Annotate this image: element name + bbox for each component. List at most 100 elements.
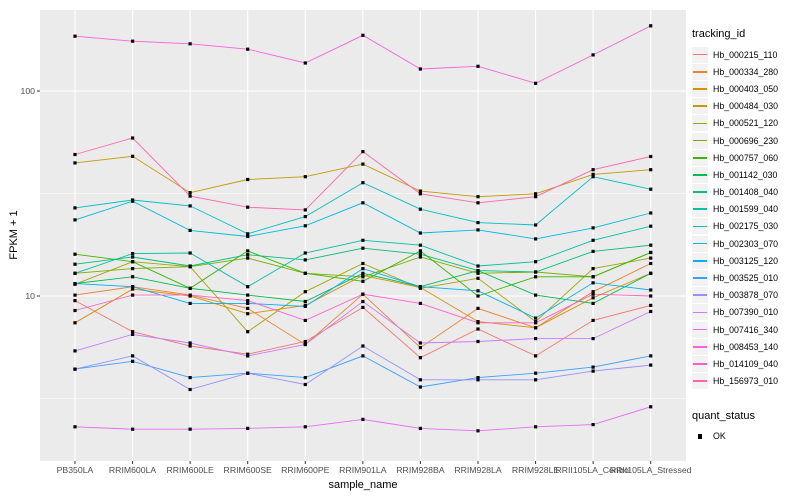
data-point bbox=[361, 33, 365, 37]
data-point bbox=[476, 376, 480, 380]
data-point bbox=[534, 270, 538, 274]
data-point bbox=[131, 354, 135, 358]
data-point bbox=[476, 271, 480, 275]
data-point bbox=[649, 187, 653, 191]
legend: tracking_id Hb_000215_110 Hb_000334_280 Hb… bbox=[692, 28, 798, 445]
legend-key-icon bbox=[692, 235, 708, 252]
data-point bbox=[591, 423, 595, 427]
data-point bbox=[303, 376, 307, 380]
data-point bbox=[418, 67, 422, 71]
data-point bbox=[246, 234, 250, 239]
data-point bbox=[73, 218, 77, 222]
filled-square-icon bbox=[692, 428, 708, 445]
data-point bbox=[303, 208, 307, 212]
legend-quant-status: quant_status OK bbox=[692, 410, 798, 445]
data-point bbox=[188, 387, 192, 392]
data-point bbox=[73, 299, 77, 303]
data-point bbox=[188, 264, 192, 268]
data-point bbox=[476, 64, 480, 68]
legend2-entries: OK bbox=[692, 428, 798, 445]
data-point bbox=[361, 150, 365, 154]
data-point bbox=[73, 161, 77, 165]
data-point bbox=[534, 321, 538, 325]
data-point bbox=[534, 337, 538, 341]
x-tick-label: RRIM928BA bbox=[396, 465, 444, 475]
data-point bbox=[131, 252, 135, 256]
data-point bbox=[418, 189, 422, 193]
data-point bbox=[649, 354, 653, 358]
data-point bbox=[361, 305, 365, 309]
data-point bbox=[591, 281, 595, 285]
data-point bbox=[418, 192, 422, 196]
data-point bbox=[131, 267, 135, 271]
legend-entry-label: Hb_003125_120 bbox=[713, 255, 779, 266]
data-point bbox=[361, 238, 365, 242]
data-point bbox=[246, 177, 250, 182]
x-tick-label: RRIM928LE bbox=[512, 465, 560, 475]
data-point bbox=[534, 223, 538, 227]
data-point bbox=[591, 172, 595, 176]
data-point bbox=[73, 349, 77, 353]
data-point bbox=[188, 341, 192, 345]
data-point bbox=[649, 271, 653, 275]
data-point bbox=[188, 344, 192, 348]
legend-entry-label: Hb_000403_050 bbox=[713, 83, 779, 94]
data-point bbox=[131, 136, 135, 140]
legend-entry-Hb_008453_140: Hb_008453_140 bbox=[692, 338, 798, 355]
data-point bbox=[303, 258, 307, 262]
data-point bbox=[303, 215, 307, 219]
legend-key-icon bbox=[692, 132, 708, 149]
data-point bbox=[131, 275, 135, 279]
data-point bbox=[246, 299, 250, 303]
data-point bbox=[246, 232, 250, 236]
legend-title-quant-status: quant_status bbox=[692, 409, 755, 422]
data-point bbox=[188, 286, 192, 290]
data-point bbox=[649, 256, 653, 260]
data-point bbox=[246, 205, 250, 209]
data-point bbox=[361, 201, 365, 205]
data-point bbox=[361, 299, 365, 304]
data-point bbox=[418, 207, 422, 211]
legend-entry-label: Hb_000757_060 bbox=[713, 152, 779, 163]
data-point bbox=[534, 293, 538, 297]
data-point bbox=[246, 47, 250, 51]
data-point bbox=[476, 264, 480, 268]
data-point bbox=[476, 201, 480, 205]
data-point bbox=[591, 238, 595, 242]
data-point bbox=[73, 271, 77, 275]
data-point bbox=[303, 339, 307, 344]
data-point bbox=[649, 288, 653, 292]
legend-key-icon bbox=[692, 149, 708, 166]
data-point bbox=[73, 206, 77, 210]
data-point bbox=[534, 81, 538, 85]
data-point bbox=[476, 228, 480, 232]
data-point bbox=[591, 337, 595, 341]
data-point bbox=[534, 275, 538, 279]
data-point bbox=[246, 256, 250, 260]
data-point bbox=[73, 367, 77, 371]
data-point bbox=[418, 255, 422, 259]
data-point bbox=[246, 352, 250, 356]
legend-entry-label: Hb_002175_030 bbox=[713, 221, 779, 232]
data-point bbox=[591, 365, 595, 369]
data-point bbox=[476, 306, 480, 310]
legend-entry-Hb_002175_030: Hb_002175_030 bbox=[692, 218, 798, 235]
data-point bbox=[188, 228, 192, 232]
data-point bbox=[303, 425, 307, 429]
x-tick-label: RRIM928LA bbox=[454, 465, 502, 475]
data-point bbox=[246, 301, 250, 305]
legend-entry-Hb_000521_120: Hb_000521_120 bbox=[692, 115, 798, 132]
legend-key-icon bbox=[692, 321, 708, 338]
legend-entry-Hb_003878_070: Hb_003878_070 bbox=[692, 287, 798, 304]
legend-entry-label: Hb_000521_120 bbox=[713, 118, 779, 129]
data-point bbox=[188, 42, 192, 46]
data-point bbox=[649, 243, 653, 247]
data-point bbox=[591, 275, 595, 279]
data-point bbox=[476, 378, 480, 382]
data-point bbox=[303, 61, 307, 65]
data-point bbox=[591, 296, 595, 300]
x-tick-label: RRIM600SE bbox=[224, 465, 272, 475]
legend-key-icon bbox=[692, 252, 708, 269]
legend-key-icon bbox=[692, 270, 708, 287]
